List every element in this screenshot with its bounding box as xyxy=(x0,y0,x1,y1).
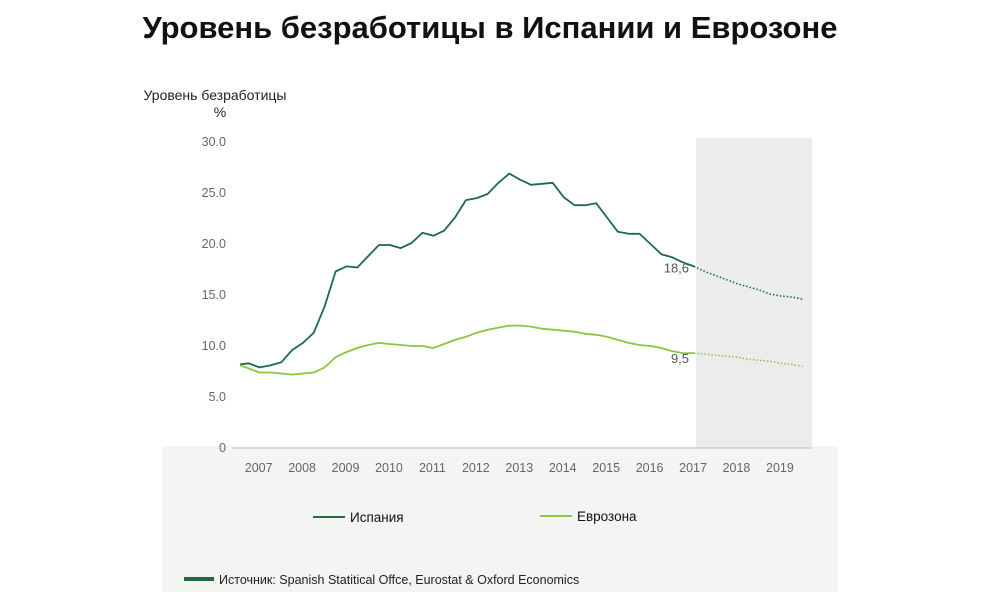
x-tick-label: 2009 xyxy=(332,461,360,475)
x-tick-label: 2013 xyxy=(505,461,533,475)
y-tick-label: 25.0 xyxy=(202,186,226,200)
series-forecast-spain xyxy=(693,265,803,300)
x-tick-label: 2019 xyxy=(766,461,794,475)
x-tick-label: 2010 xyxy=(375,461,403,475)
legend-label-eurozone: Еврозона xyxy=(577,509,637,524)
x-tick-label: 2017 xyxy=(679,461,707,475)
data-label-eurozone: 9,5 xyxy=(671,351,689,366)
y-tick-label: 0 xyxy=(219,441,226,455)
x-tick-label: 2011 xyxy=(419,461,446,475)
y-tick-label: 15.0 xyxy=(202,288,226,302)
x-tick-label: 2007 xyxy=(245,461,273,475)
legend: Испания Еврозона xyxy=(313,509,637,525)
y-tick-label: 5.0 xyxy=(209,390,226,404)
series-line-spain xyxy=(239,172,695,369)
source-note: Источник: Spanish Statitical Offce, Euro… xyxy=(219,573,579,587)
y-tick-label: 10.0 xyxy=(202,339,226,353)
x-tick-label: 2015 xyxy=(592,461,620,475)
series-line-eurozone xyxy=(239,324,694,376)
x-tick-label: 2016 xyxy=(636,461,664,475)
page-title: Уровень безработицы в Испании и Еврозоне xyxy=(142,10,838,45)
x-tick-label: 2018 xyxy=(723,461,751,475)
lower-panel-background xyxy=(162,446,838,592)
x-tick-label: 2014 xyxy=(549,461,577,475)
data-label-spain: 18,6 xyxy=(664,260,689,275)
y-tick-label: 30.0 xyxy=(202,135,226,149)
x-tick-label: 2008 xyxy=(288,461,316,475)
y-tick-labels: 0 5.0 10.0 15.0 20.0 25.0 30.0 xyxy=(202,135,226,455)
forecast-band xyxy=(696,138,812,448)
y-tick-label: 20.0 xyxy=(202,237,226,251)
series-layer: 18,6 9,5 xyxy=(239,172,803,376)
legend-label-spain: Испания xyxy=(350,510,404,525)
y-axis-unit: % xyxy=(214,104,226,120)
y-axis-label: Уровень безработицы xyxy=(144,87,287,103)
x-tick-labels: 2007 2008 2009 2010 2011 2012 2013 2014 2015 2016… xyxy=(245,461,794,475)
source-marker xyxy=(184,577,214,581)
series-forecast-eurozone xyxy=(693,352,803,368)
x-tick-label: 2012 xyxy=(462,461,490,475)
